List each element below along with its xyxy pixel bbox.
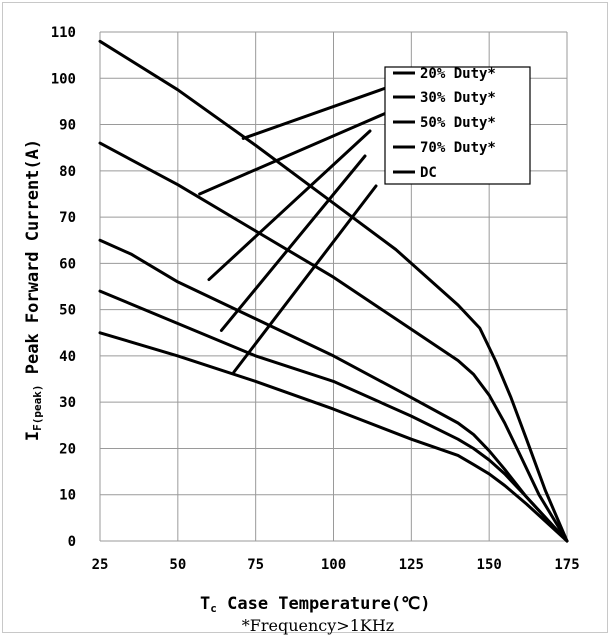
- legend: 20% Duty* 30% Duty* 50% Duty* 70% Duty* DC: [384, 66, 531, 185]
- x-tick-label: 150: [477, 557, 502, 573]
- x-tick-label: 25: [92, 557, 109, 573]
- legend-label: 50% Duty*: [420, 115, 496, 131]
- leader-line-30-duty: [198, 105, 402, 196]
- y-tick-label: 60: [59, 256, 76, 272]
- x-tick-label: 100: [321, 557, 346, 573]
- legend-leader-lines: [198, 81, 402, 374]
- legend-label: DC: [420, 165, 437, 181]
- x-tick-label: 125: [399, 557, 424, 573]
- y-tick-label: 100: [51, 71, 76, 87]
- x-tick-label: 75: [247, 557, 264, 573]
- leader-line-dc: [232, 184, 378, 374]
- y-tick-label: 0: [68, 534, 76, 550]
- leader-line-20-duty: [241, 81, 402, 140]
- y-tick-label: 10: [59, 488, 76, 504]
- frequency-footnote: *Frequency>1KHz: [242, 616, 394, 635]
- leader-line-50-duty: [207, 129, 372, 282]
- y-tick-label: 90: [59, 118, 76, 134]
- series-line-50-duty: [98, 238, 569, 543]
- y-tick-label: 70: [59, 210, 76, 226]
- series-line-30-duty: [98, 141, 569, 543]
- y-tick-label: 80: [59, 164, 76, 180]
- y-tick-label: 30: [59, 395, 76, 411]
- series-line-dc: [98, 331, 569, 543]
- legend-label: 30% Duty*: [420, 90, 496, 106]
- x-axis-title: Tc Case Temperature(℃): [200, 594, 430, 615]
- leader-line-70-duty: [219, 154, 367, 332]
- y-tick-label: 40: [59, 349, 76, 365]
- legend-label: 70% Duty*: [420, 140, 496, 156]
- legend-box: [384, 66, 531, 185]
- y-tick-label: 50: [59, 303, 76, 319]
- x-tick-label: 50: [169, 557, 186, 573]
- series-line-20-duty: [98, 39, 569, 543]
- tick-labels: 25 50 75 100 125 150 175 0 10 20 30 40 50 60 70 80 90 100…: [51, 25, 580, 573]
- series-curves: [98, 39, 569, 543]
- legend-label: 20% Duty*: [420, 66, 496, 82]
- y-tick-label: 20: [59, 441, 76, 457]
- y-axis-title: IF(peak) Peak Forward Current(A): [23, 139, 44, 441]
- x-tick-label: 175: [554, 557, 579, 573]
- series-line-70-duty: [98, 289, 569, 543]
- grid-lines: [99, 31, 568, 542]
- y-tick-label: 110: [51, 25, 76, 41]
